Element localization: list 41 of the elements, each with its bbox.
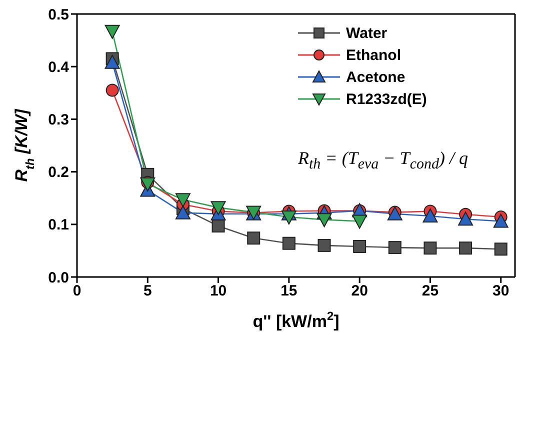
point xyxy=(175,205,190,220)
point xyxy=(459,242,472,255)
legend-label: Water xyxy=(346,24,388,42)
x-tick-label: 10 xyxy=(210,282,227,300)
point xyxy=(212,219,225,232)
x-tick-label: 30 xyxy=(492,282,510,300)
point xyxy=(493,214,508,228)
y-tick-label: 0.3 xyxy=(48,112,69,129)
point xyxy=(458,212,474,226)
point xyxy=(494,242,508,256)
y-tick-label: 0.2 xyxy=(48,164,69,182)
point xyxy=(388,241,402,254)
x-tick-label: 25 xyxy=(422,282,439,300)
y-tick-label: 0.4 xyxy=(48,58,70,76)
point xyxy=(352,214,368,229)
point xyxy=(210,201,226,216)
annotation: R$_{th}$ = (T$_{eva}$ − T$_{cond}$) / q xyxy=(298,148,468,174)
legend-label: R1233zd(E) xyxy=(346,90,427,108)
point xyxy=(422,208,438,222)
x-tick-label: 15 xyxy=(280,282,298,300)
point xyxy=(353,240,366,253)
point xyxy=(316,213,332,228)
x-tick-label: 5 xyxy=(143,282,152,300)
point xyxy=(247,232,260,245)
point xyxy=(106,84,119,97)
y-tick-label: 0.5 xyxy=(48,6,69,24)
point xyxy=(140,177,156,192)
point xyxy=(175,193,190,208)
y-tick-label: 0.1 xyxy=(48,216,69,234)
point xyxy=(282,236,296,250)
x-tick-label: 20 xyxy=(351,282,368,300)
point xyxy=(318,238,331,252)
point xyxy=(104,24,120,39)
point xyxy=(424,242,437,255)
legend-label: Acetone xyxy=(346,68,406,86)
point xyxy=(104,54,120,69)
x-tick-label: 0 xyxy=(72,282,82,300)
y-tick-label: 0.0 xyxy=(48,269,69,286)
legend-label: Ethanol xyxy=(346,46,401,64)
point xyxy=(281,210,296,225)
x-axis-title: q'' [kW/m$^{2}$] xyxy=(252,309,340,331)
